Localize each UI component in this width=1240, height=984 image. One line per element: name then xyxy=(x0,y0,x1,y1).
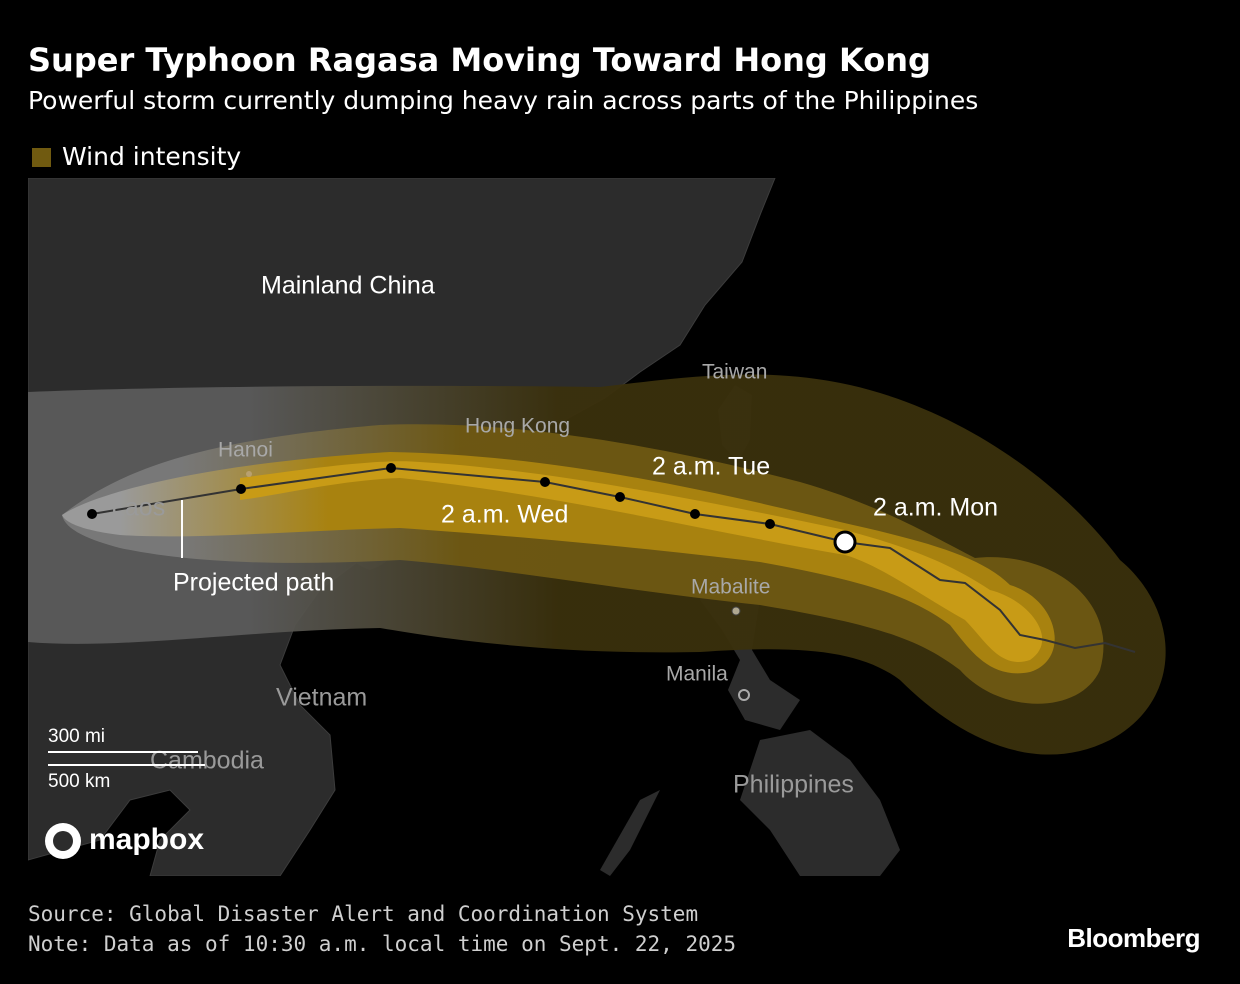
visayas xyxy=(740,730,900,876)
brand: Bloomberg xyxy=(1067,923,1200,953)
hanoi-dot xyxy=(246,471,252,477)
map-label: 2 a.m. Tue xyxy=(652,453,770,481)
map-label: Hong Kong xyxy=(465,415,570,438)
projected-path xyxy=(91,466,1136,653)
map-label: Vietnam xyxy=(276,684,367,712)
map-label: Projected path xyxy=(173,569,334,597)
title: Super Typhoon Ragasa Moving Toward Hong … xyxy=(28,41,931,79)
map-label: Mainland China xyxy=(261,272,435,300)
scale-km: 500 km xyxy=(48,771,110,792)
palawan xyxy=(600,790,660,876)
map: Mainland China Taiwan Hong Kong Hanoi La… xyxy=(28,178,1212,876)
subtitle: Powerful storm currently dumping heavy r… xyxy=(28,86,978,115)
map-label: 2 a.m. Wed xyxy=(441,501,568,529)
map-label: Hanoi xyxy=(218,439,273,462)
mabalite-dot xyxy=(731,606,741,616)
mapbox-logo xyxy=(53,831,73,851)
scale-miles: 300 mi xyxy=(48,726,105,747)
manila-dot xyxy=(738,689,750,701)
current-position xyxy=(833,530,857,554)
note: Note: Data as of 10:30 a.m. local time o… xyxy=(28,932,736,956)
map-label: Laos xyxy=(111,494,165,522)
map-label: Mabalite xyxy=(691,576,770,599)
attribution[interactable]: mapbox xyxy=(89,823,204,856)
source: Source: Global Disaster Alert and Coordi… xyxy=(28,902,698,926)
track-points xyxy=(87,463,775,529)
map-label: Philippines xyxy=(733,771,854,799)
map-label: 2 a.m. Mon xyxy=(873,494,998,522)
legend-label: Wind intensity xyxy=(62,142,241,171)
legend-swatch xyxy=(32,148,51,167)
wind-inner xyxy=(62,452,1055,674)
map-label: Manila xyxy=(666,663,728,686)
map-label: Cambodia xyxy=(150,747,264,775)
map-label: Taiwan xyxy=(702,361,767,384)
